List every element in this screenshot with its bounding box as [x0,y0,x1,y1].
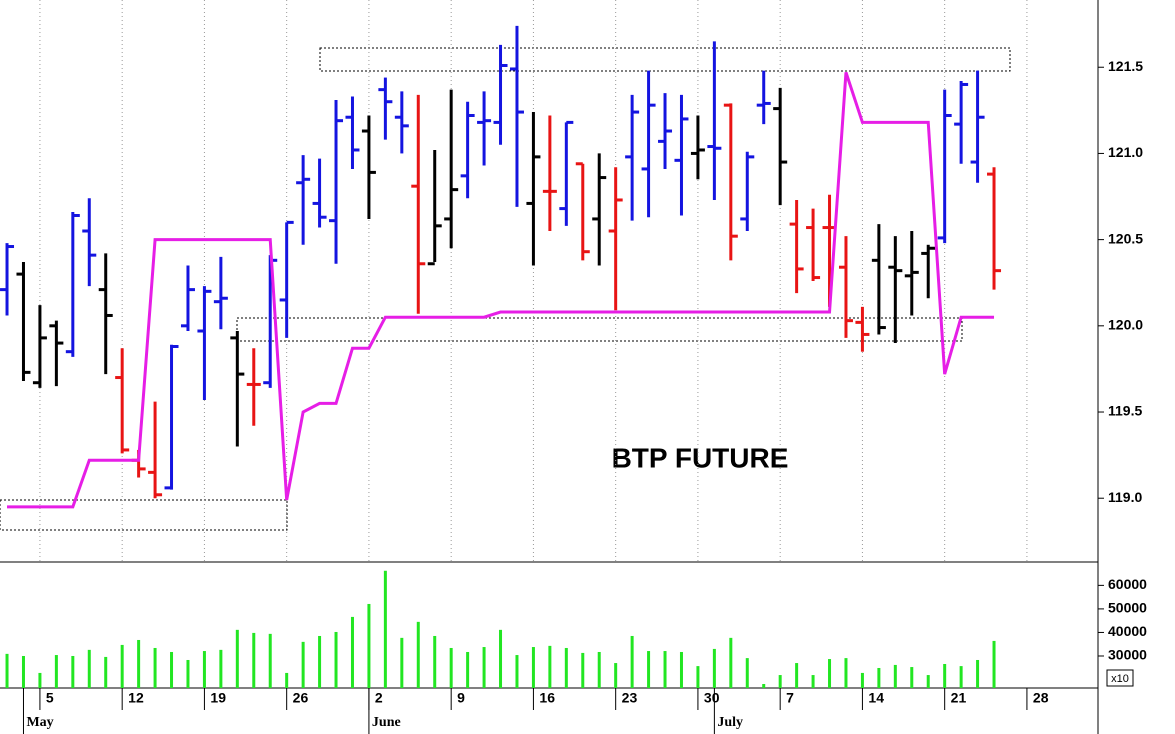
volume-bar [877,667,881,688]
volume-bar [21,655,25,688]
volume-bar [696,666,700,688]
volume-bar [515,655,519,688]
volume-bar [170,651,174,688]
volume-bar [252,632,256,688]
volume-bar [499,629,503,688]
volume-bar [235,629,239,688]
volume-bar [186,659,190,688]
volume-bar [581,652,585,688]
y-tick-label: 119.0 [1108,489,1142,505]
volume-bar [926,675,930,688]
volume-bar [350,616,354,688]
volume-bar [268,633,272,688]
volume-bar [5,653,9,688]
unit-label: x10 [1111,673,1129,685]
unit-box [1106,669,1134,687]
volume-bar [137,639,141,688]
x-tick-label: 30 [704,690,720,706]
volume-bar [400,637,404,688]
volume-bar [433,635,437,688]
month-label: May [26,715,53,730]
x-tick-label: 14 [868,690,884,706]
range-box [236,317,963,342]
range-box [0,499,288,531]
x-tick-label: 7 [786,690,794,706]
volume-bar [416,621,420,688]
volume-bar [729,637,733,688]
volume-bar [301,641,305,688]
y-tick-label: 119.5 [1108,403,1142,419]
x-tick-label: 5 [46,690,54,706]
volume-bar [910,667,914,688]
x-tick-label: 21 [951,690,967,706]
x-tick-label: 26 [293,690,309,706]
volume-bar [531,647,535,688]
volume-bar [943,663,947,688]
range-box [319,47,1011,72]
volume-bar [104,656,108,688]
x-tick-label: 2 [375,690,383,706]
volume-bar [795,663,799,688]
volume-bar [828,659,832,688]
stop-line [7,71,995,509]
volume-bar [959,666,963,688]
x-tick-label: 9 [457,690,465,706]
volume-bar [976,659,980,688]
y-tick-label: 121.0 [1108,144,1143,160]
x-tick-label: 23 [622,690,638,706]
y-tick-label: 121.5 [1108,58,1143,74]
y-tick-label: 120.0 [1108,317,1143,333]
volume-bar [762,683,766,688]
volume-bar [992,640,996,688]
x-tick-label: 12 [128,690,144,706]
month-label: June [372,715,401,730]
volume-bar [285,672,289,688]
y-tick-label: 60000 [1108,576,1147,592]
x-tick-label: 16 [539,690,555,706]
volume-bar [367,603,371,688]
volume-bar [564,647,568,688]
volume-bar [844,658,848,688]
volume-bar [745,658,749,688]
volume-bar [202,651,206,688]
volume-bar [38,672,42,688]
volume-bar [87,649,91,688]
volume-bar [318,635,322,688]
volume-bar [334,631,338,688]
volume-bar [893,664,897,688]
volume-bar [71,655,75,688]
chart-title: BTP FUTURE [612,442,789,473]
y-tick-label: 30000 [1108,647,1147,663]
volume-bar [712,648,716,688]
y-tick-label: 50000 [1108,600,1147,616]
volume-bar [219,649,223,688]
volume-bar [647,651,651,688]
volume-bar [630,635,634,688]
volume-bar [679,651,683,688]
volume-bar [383,570,387,688]
volume-bar [860,672,864,688]
volume-bar [597,651,601,688]
y-tick-label: 40000 [1108,623,1147,639]
volume-bar [153,647,157,688]
x-tick-label: 28 [1033,690,1049,706]
volume-bar [811,675,815,688]
x-tick-label: 19 [210,690,226,706]
month-label: July [717,715,743,730]
volume-bar [482,647,486,688]
volume-bar [449,647,453,688]
volume-bar [466,651,470,688]
volume-bar [548,645,552,688]
y-tick-label: 120.5 [1108,230,1143,246]
volume-bar [778,675,782,688]
volume-bar [663,651,667,688]
volume-bar [614,663,618,688]
volume-bar [54,655,58,688]
volume-bar [120,644,124,688]
